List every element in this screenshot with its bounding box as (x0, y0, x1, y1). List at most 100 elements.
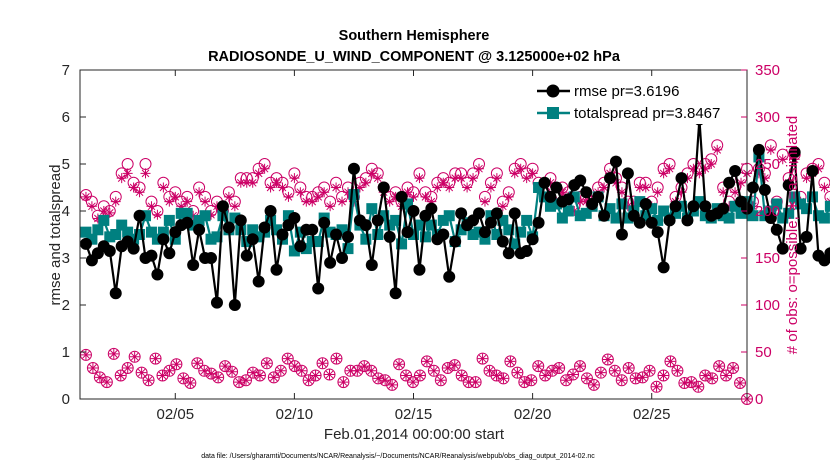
obs_possible_low-point (406, 376, 419, 389)
totalspread-point (717, 210, 729, 222)
obs_assimilated_low-point (87, 362, 98, 373)
totalspread-point (253, 231, 265, 243)
obs_possible_low-point (107, 347, 120, 360)
totalspread-point (288, 245, 300, 257)
obs_possible_low-point (184, 377, 197, 390)
obs_assimilated-point (206, 209, 217, 220)
obs_assimilated-point (479, 196, 490, 207)
obs_possible_low-point (393, 358, 406, 371)
obs_assimilated-point (277, 182, 288, 193)
obs_assimilated-point (462, 182, 473, 193)
rmse-point (687, 200, 700, 213)
rmse-point (383, 230, 396, 243)
obs_assimilated-point (313, 191, 324, 202)
obs_assimilated_low-point (512, 367, 523, 378)
obs_assimilated_low-point (498, 373, 509, 384)
rmse-point (252, 275, 265, 288)
legend-rmse-marker (546, 84, 560, 98)
rmse-point (562, 193, 575, 206)
totalspread-point (384, 219, 396, 231)
obs_assimilated-point (331, 182, 342, 193)
rmse-point (193, 223, 206, 236)
obs_assimilated_low-point (324, 369, 335, 380)
obs_assimilated-point (765, 144, 776, 155)
obs_assimilated_low-point (442, 362, 453, 373)
totalspread-point (312, 236, 324, 248)
obs_assimilated_low-point (227, 366, 238, 377)
totalspread-point (128, 233, 140, 245)
obs_assimilated-point (128, 182, 139, 193)
obs_possible_low-point (205, 367, 218, 380)
rmse-point (347, 162, 360, 175)
totalspread-point (241, 236, 253, 248)
rmse-point (401, 226, 414, 239)
obs_assimilated-point (777, 154, 788, 165)
obs_assimilated-point (610, 177, 621, 188)
totalspread-point (199, 210, 211, 222)
rmse-line (84, 118, 830, 307)
obs_assimilated_low-point (108, 348, 119, 359)
obs_assimilated-point (92, 213, 103, 224)
obs_assimilated_low-point (373, 373, 384, 384)
totalspread-point (98, 214, 110, 226)
obs_possible_low-point (100, 376, 113, 389)
rmse-point (127, 242, 140, 255)
obs_assimilated-point (182, 196, 193, 207)
legend-totalspread-marker (547, 107, 559, 119)
totalspread-point (229, 212, 241, 224)
obs_possible_low-point (93, 371, 106, 384)
totalspread-point (491, 229, 503, 240)
obs_assimilated_low-point (394, 359, 405, 370)
obs_possible_low-point (692, 380, 705, 393)
rmse-point (359, 219, 372, 232)
rmse-point (621, 167, 634, 180)
totalspread-point (729, 200, 741, 212)
rmse-point (574, 174, 587, 187)
rmse-point (389, 287, 402, 300)
x-tick-label: 02/20 (514, 406, 552, 423)
obs_assimilated_low-point (213, 372, 224, 383)
obs_assimilated-point (801, 173, 812, 184)
rmse-point (222, 221, 235, 234)
y-axis-label-left: rmse and totalspread (47, 165, 64, 306)
obs_assimilated-point (164, 196, 175, 207)
obs_assimilated-point (444, 182, 455, 193)
totalspread-point (134, 229, 146, 240)
obs_assimilated_low-point (484, 365, 495, 376)
rmse-point (717, 202, 730, 215)
obs_possible_low-point (504, 355, 517, 368)
obs_possible_low-point (177, 372, 190, 385)
totalspread-point (92, 224, 104, 236)
obs_assimilated-point (521, 173, 532, 184)
obs_assimilated-point (372, 173, 383, 184)
totalspread-point (408, 229, 419, 240)
totalspread-point (521, 214, 533, 226)
totalspread-point (479, 233, 491, 245)
obs_assimilated_low-point (234, 377, 245, 388)
rmse-point (675, 172, 688, 185)
obs_assimilated_low-point (581, 373, 592, 384)
obs_assimilated_low-point (414, 370, 425, 381)
obs_assimilated-point (194, 187, 205, 198)
rmse-point (187, 259, 200, 272)
totalspread-point (485, 210, 497, 222)
obs_assimilated-point (634, 182, 645, 193)
chart-title-line2: RADIOSONDE_U_WIND_COMPONENT @ 3.125000e+… (208, 49, 621, 65)
obs_assimilated_low-point (331, 353, 342, 364)
totalspread-point (372, 229, 384, 240)
totalspread-point (205, 233, 217, 245)
obs_assimilated-point (712, 144, 723, 155)
obs_assimilated-point (497, 201, 508, 212)
obs_possible_low-point (497, 372, 510, 385)
obs_possible_low-point (170, 358, 183, 371)
obs_assimilated_low-point (651, 381, 662, 392)
obs_assimilated-point (688, 163, 699, 174)
rmse-point (205, 252, 218, 264)
obs_assimilated_low-point (282, 353, 293, 364)
rmse-point (312, 282, 325, 295)
totalspread-point (396, 238, 408, 250)
obs_assimilated-point (664, 163, 675, 174)
obs_assimilated_low-point (540, 370, 551, 381)
obs_assimilated-point (265, 182, 276, 193)
obs_assimilated-point (581, 196, 592, 207)
